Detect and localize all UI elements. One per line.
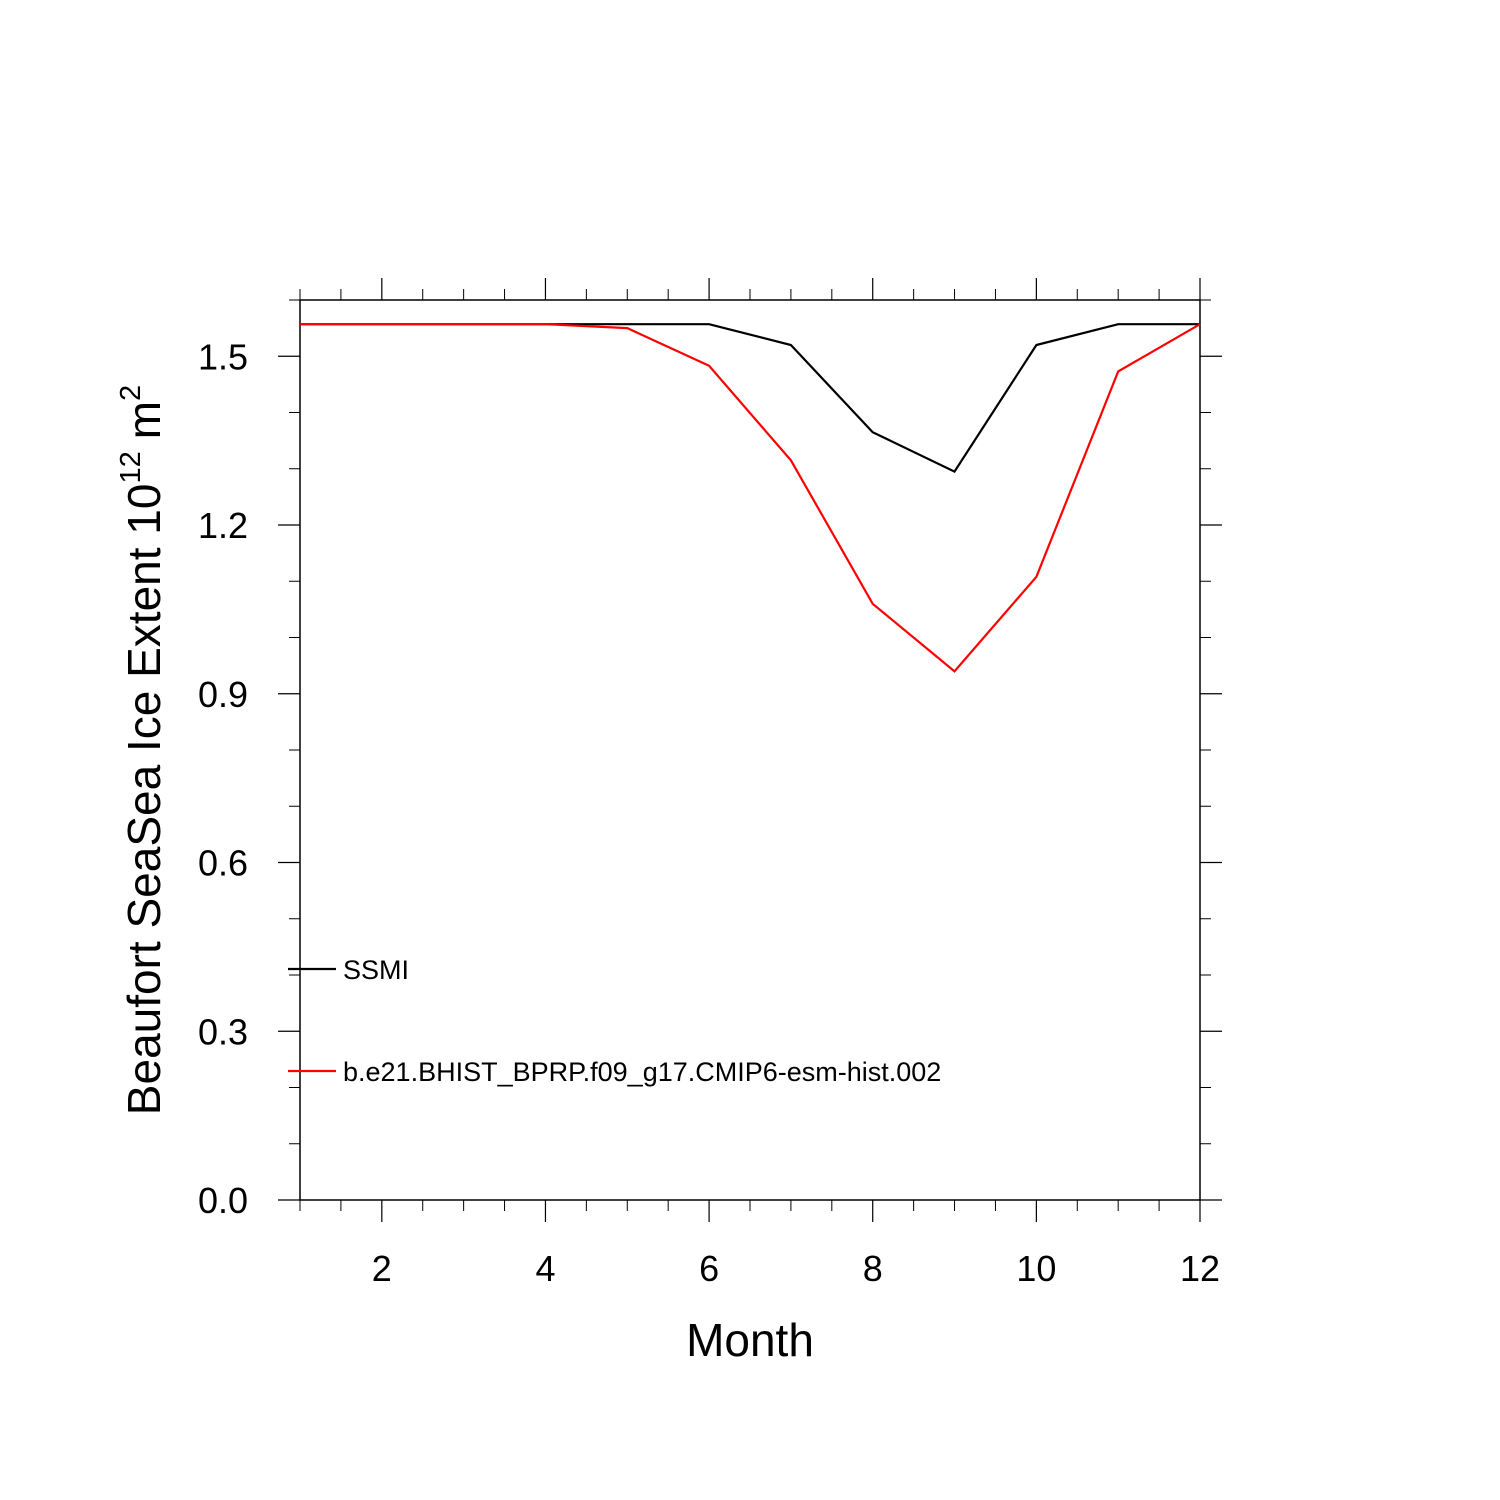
series-line-1 (300, 323, 1201, 673)
x-tick-label: 8 (863, 1248, 883, 1289)
y-tick-label: 0.0 (198, 1180, 248, 1221)
y-tick-label: 1.5 (198, 336, 248, 377)
x-tick-label: 10 (1016, 1248, 1056, 1289)
y-tick-label: 0.6 (198, 843, 248, 884)
legend-label-0: SSMI (343, 955, 409, 985)
data-series (300, 323, 1201, 673)
x-tick-label: 4 (535, 1248, 555, 1289)
series-line-0 (300, 323, 1200, 474)
y-tick-label: 0.9 (198, 674, 248, 715)
axis-tick-labels: 2 4 6 8 10 12 0.0 0.3 0.6 0.9 1.2 1.5 (198, 336, 1220, 1289)
y-axis-title: Beaufort SeaSea Ice Extent 1012 m2 (115, 385, 170, 1115)
y-axis-title-unit: m (118, 401, 170, 439)
y-axis-title-exponent: 12 (115, 451, 147, 483)
x-tick-label: 12 (1180, 1248, 1220, 1289)
y-tick-label: 0.3 (198, 1011, 248, 1052)
y-tick-label: 1.2 (198, 505, 248, 546)
x-tick-label: 6 (699, 1248, 719, 1289)
axis-ticks (278, 278, 1222, 1222)
y-axis-title-unit-exponent: 2 (115, 385, 147, 401)
x-axis-title: Month (686, 1314, 814, 1366)
x-tick-label: 2 (372, 1248, 392, 1289)
legend-label-1: b.e21.BHIST_BPRP.f09_g17.CMIP6-esm-hist.… (343, 1057, 941, 1087)
y-axis-title-main: Beaufort SeaSea Ice Extent 10 (118, 484, 170, 1116)
legend: SSMI b.e21.BHIST_BPRP.f09_g17.CMIP6-esm-h… (288, 955, 941, 1087)
